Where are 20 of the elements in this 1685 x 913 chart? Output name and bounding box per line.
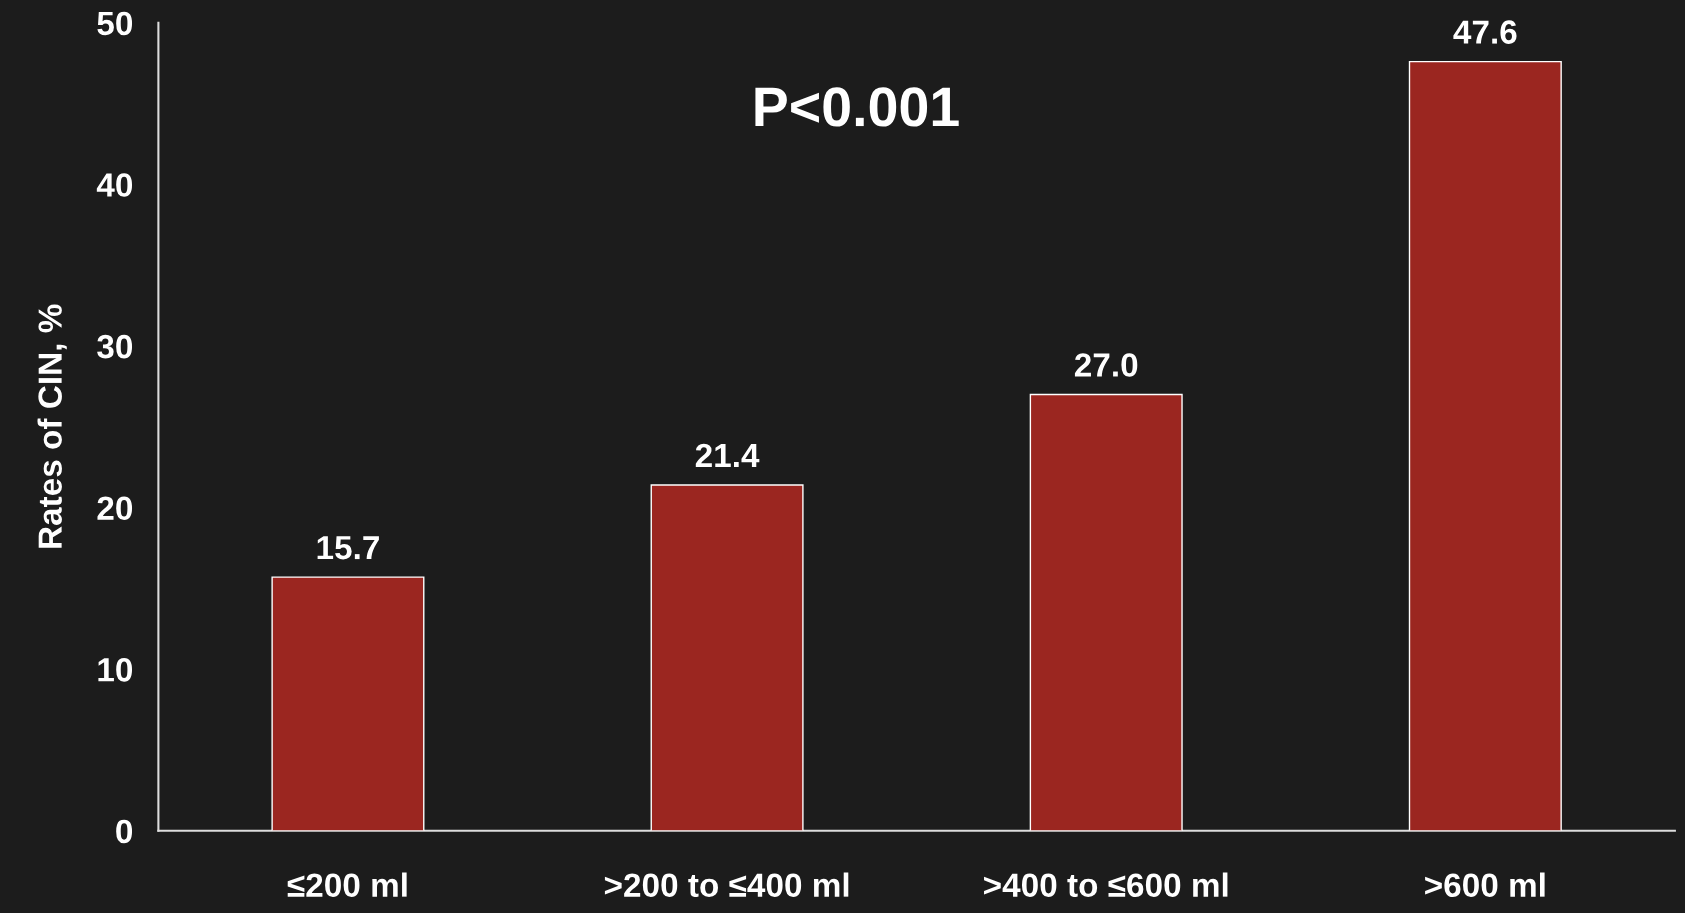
bar: [650, 484, 804, 831]
data-label: 27.0: [1074, 353, 1138, 377]
y-tick-label: 20: [97, 496, 133, 521]
data-label: 47.6: [1453, 20, 1517, 44]
annotation: P<0.001: [755, 87, 959, 127]
bar: [1029, 393, 1183, 831]
x-tick-label: >200 to ≤400 ml: [604, 872, 849, 897]
data-label: 21.4: [695, 443, 760, 467]
y-tick-label: 0: [116, 819, 133, 844]
bar: [1408, 60, 1562, 831]
x-tick-label: >600 ml: [1425, 872, 1545, 897]
y-tick-label: 30: [97, 334, 133, 359]
y-tick-label: 40: [96, 173, 133, 197]
x-tick-label: ≤200 ml: [287, 872, 407, 897]
y-tick-label: 10: [98, 658, 133, 682]
data-label: 15.7: [317, 536, 379, 560]
y-tick-label: 50: [97, 11, 133, 36]
y-axis-title: Rates of CIN, %: [37, 304, 67, 548]
x-tick-label: >400 to ≤600 ml: [984, 872, 1228, 897]
bar: [271, 576, 425, 831]
